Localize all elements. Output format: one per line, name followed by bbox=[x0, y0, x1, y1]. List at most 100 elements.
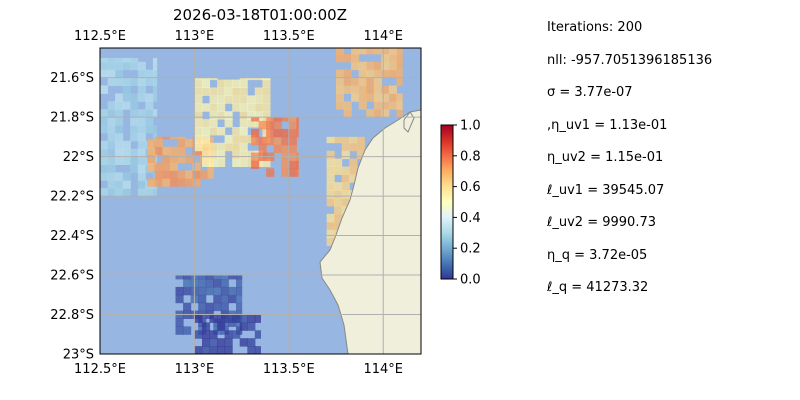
heatmap-cell bbox=[130, 57, 139, 63]
heatmap-cell bbox=[247, 314, 256, 323]
heatmap-cell bbox=[334, 205, 343, 215]
heatmap-cell bbox=[258, 121, 267, 130]
heatmap-cell bbox=[202, 119, 211, 128]
x-tick-label-bottom: 113.5°E bbox=[263, 362, 315, 377]
heatmap-cell bbox=[137, 188, 146, 197]
heatmap-cell bbox=[281, 117, 290, 122]
heatmap-cell bbox=[107, 61, 116, 71]
heatmap-cell bbox=[217, 142, 226, 152]
heatmap-cell bbox=[381, 109, 390, 118]
x-ticks-top: 112.5°E 113°E 113.5°E 114°E bbox=[74, 29, 403, 44]
heatmap-cell bbox=[381, 53, 390, 63]
heatmap-cell bbox=[152, 85, 158, 94]
heatmap-cell bbox=[100, 172, 109, 181]
heatmap-cell bbox=[202, 322, 211, 331]
heatmap-cell bbox=[247, 103, 256, 112]
x-tick-label-top: 113°E bbox=[175, 29, 215, 44]
heatmap-cell bbox=[351, 61, 360, 71]
heatmap-cell bbox=[232, 158, 241, 167]
heatmap-cell bbox=[358, 61, 367, 71]
heatmap-cell bbox=[209, 150, 218, 160]
heatmap-cell bbox=[205, 279, 214, 288]
heatmap-cell bbox=[152, 69, 158, 79]
heatmap-cell bbox=[115, 156, 124, 165]
heatmap-cell bbox=[137, 172, 146, 181]
heatmap-cell bbox=[209, 119, 218, 128]
heatmap-cell bbox=[217, 158, 226, 167]
heatmap-cell bbox=[343, 85, 352, 94]
heatmap-cell bbox=[258, 136, 267, 146]
heatmap-cell bbox=[326, 198, 335, 207]
heatmap-cell bbox=[198, 279, 207, 288]
heatmap-cell bbox=[169, 162, 178, 171]
heatmap-cell bbox=[396, 61, 403, 71]
heatmap-cell bbox=[281, 160, 290, 169]
heatmap-cell bbox=[175, 294, 184, 304]
heatmap-cell bbox=[183, 279, 192, 288]
heatmap-cell bbox=[220, 294, 229, 304]
heatmap-cell bbox=[130, 125, 139, 134]
heatmap-cell bbox=[388, 93, 397, 102]
heatmap-cell bbox=[217, 314, 226, 323]
heatmap-cell bbox=[396, 109, 403, 118]
heatmap-cell bbox=[147, 154, 156, 163]
heatmap-cell bbox=[183, 275, 192, 280]
heatmap-cell bbox=[169, 154, 178, 163]
heatmap-cell bbox=[130, 156, 139, 165]
heatmap-cell bbox=[152, 93, 158, 102]
stat-nll: nll: -957.7051396185136 bbox=[547, 52, 713, 68]
heatmap-cell bbox=[202, 338, 211, 347]
heatmap-cell bbox=[107, 109, 116, 118]
heatmap-cell bbox=[137, 140, 146, 150]
heatmap-cell bbox=[254, 330, 261, 339]
heatmap-cell bbox=[266, 136, 275, 146]
y-tick-label: 21.8°S bbox=[50, 111, 94, 126]
heatmap-cell bbox=[183, 326, 192, 335]
heatmap-cell bbox=[115, 77, 124, 86]
heatmap-cell bbox=[100, 148, 109, 158]
heatmap-cell bbox=[254, 87, 263, 96]
heatmap-cell bbox=[162, 178, 171, 187]
heatmap-cell bbox=[232, 314, 241, 323]
heatmap-cell bbox=[266, 121, 275, 130]
heatmap-cell bbox=[239, 322, 248, 331]
heatmap-cell bbox=[192, 162, 201, 171]
heatmap-cell bbox=[130, 164, 139, 173]
heatmap-cell bbox=[122, 101, 131, 110]
heatmap-cell bbox=[262, 77, 271, 81]
heatmap-cell bbox=[288, 168, 297, 177]
heatmap-cell bbox=[273, 136, 282, 146]
heatmap-cell bbox=[239, 103, 248, 112]
heatmap-cell bbox=[100, 61, 109, 71]
heatmap-cell bbox=[177, 170, 186, 179]
heatmap-cell bbox=[145, 188, 154, 197]
heatmap-cell bbox=[209, 330, 218, 339]
heatmap-cell bbox=[224, 142, 233, 152]
heatmap-cell bbox=[183, 302, 192, 312]
heatmap-cell bbox=[239, 134, 248, 144]
heatmap-cell bbox=[232, 127, 241, 136]
heatmap-cell bbox=[366, 85, 375, 94]
heatmap-cell bbox=[334, 158, 343, 167]
model-stats-panel: Iterations: 200 nll: -957.7051396185136 … bbox=[547, 20, 712, 313]
heatmap-cell bbox=[273, 121, 282, 130]
heatmap-cell bbox=[162, 154, 171, 163]
heatmap-cell bbox=[185, 178, 194, 187]
heatmap-cell bbox=[147, 178, 156, 187]
heatmap-cell bbox=[396, 53, 403, 63]
heatmap-cell bbox=[194, 142, 203, 152]
heatmap-cell bbox=[107, 117, 116, 126]
heatmap-cell bbox=[281, 168, 290, 177]
heatmap-cell bbox=[169, 136, 178, 140]
heatmap-cell bbox=[115, 117, 124, 126]
heatmap-cell bbox=[388, 85, 397, 94]
heatmap-cell bbox=[107, 57, 116, 63]
heatmap-cell bbox=[388, 101, 397, 110]
x-tick-label-top: 114°E bbox=[363, 29, 403, 44]
colorbar-tick-label: 0.8 bbox=[460, 149, 481, 164]
heatmap-cell bbox=[185, 138, 194, 148]
heatmap-cell bbox=[396, 77, 403, 86]
heatmap-cell bbox=[122, 156, 131, 165]
heatmap-cell bbox=[358, 77, 367, 86]
heatmap-cell bbox=[162, 136, 171, 140]
